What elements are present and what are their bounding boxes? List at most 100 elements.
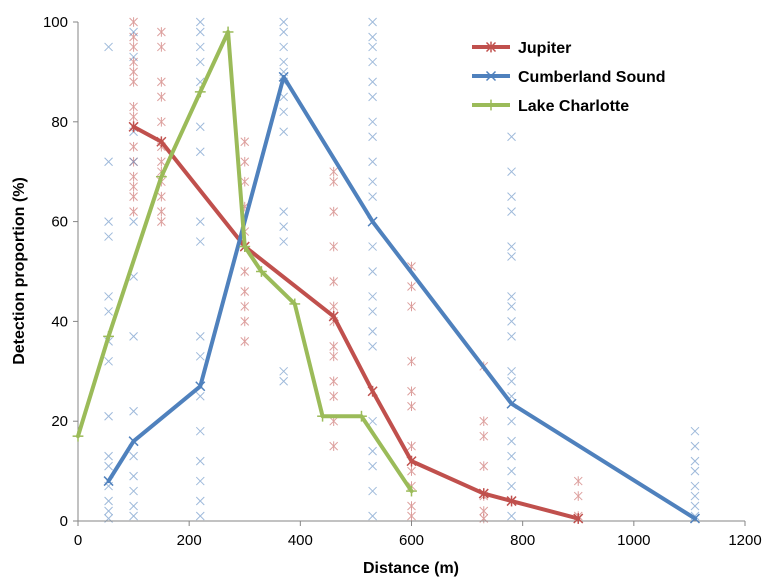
- raw-point: [195, 17, 205, 27]
- data-point: [128, 436, 139, 447]
- data-point: [195, 381, 206, 392]
- raw-point: [240, 301, 250, 312]
- raw-point: [368, 32, 377, 42]
- raw-point: [368, 42, 377, 52]
- y-tick-label: 80: [51, 114, 68, 131]
- ticks: 0 200 400 600 800 1000 1200 0 20 40 60 80 100: [43, 14, 762, 549]
- raw-point: [329, 176, 339, 187]
- raw-point: [129, 17, 138, 27]
- raw-point: [157, 77, 166, 87]
- raw-point: [279, 107, 289, 117]
- raw-point: [507, 332, 516, 341]
- raw-point: [104, 356, 113, 366]
- raw-point: [368, 92, 377, 102]
- raw-point: [690, 426, 700, 436]
- raw-point: [104, 232, 113, 241]
- raw-point: [368, 486, 377, 496]
- raw-point: [129, 112, 138, 122]
- raw-point: [129, 471, 138, 481]
- legend-marker: [485, 41, 497, 53]
- raw-point: [195, 456, 205, 466]
- raw-point: [240, 156, 250, 167]
- data-point: [367, 216, 378, 227]
- raw-point: [279, 366, 289, 376]
- raw-point: [368, 341, 377, 351]
- raw-point: [240, 176, 250, 187]
- raw-point: [368, 177, 377, 187]
- data-point: [573, 513, 584, 524]
- raw-point: [507, 481, 516, 491]
- raw-point: [240, 136, 250, 147]
- raw-point: [104, 496, 113, 506]
- raw-point: [195, 122, 205, 132]
- raw-point: [195, 476, 205, 486]
- raw-point: [129, 102, 138, 112]
- series-line: [76, 29, 414, 494]
- raw-point: [195, 351, 205, 361]
- raw-point: [407, 401, 416, 412]
- raw-point: [507, 252, 516, 261]
- raw-point: [129, 332, 138, 341]
- raw-point: [368, 192, 377, 202]
- raw-point: [507, 207, 516, 216]
- raw-point: [104, 411, 113, 421]
- raw-point: [129, 42, 138, 52]
- raw-point: [157, 27, 166, 37]
- raw-point: [104, 506, 113, 516]
- raw-point: [407, 356, 416, 367]
- data-point: [128, 121, 139, 133]
- data-point: [289, 298, 301, 310]
- raw-point: [329, 391, 339, 402]
- raw-point: [195, 237, 205, 246]
- raw-point: [368, 117, 377, 127]
- raw-point: [195, 57, 205, 67]
- legend-label: Jupiter: [518, 40, 571, 57]
- raw-point: [690, 466, 700, 476]
- data-point: [406, 455, 417, 467]
- raw-point: [407, 466, 416, 476]
- raw-point: [240, 316, 250, 327]
- raw-point: [157, 206, 166, 217]
- raw-point: [368, 157, 377, 167]
- raw-point: [507, 366, 516, 376]
- raw-point: [368, 17, 377, 27]
- raw-point: [368, 416, 377, 426]
- raw-point: [368, 267, 377, 276]
- series-lines: [72, 26, 701, 524]
- x-tick-label: 1200: [728, 532, 761, 549]
- data-point: [222, 26, 234, 38]
- x-tick-label: 0: [74, 532, 82, 549]
- legend: Jupiter Cumberland Sound Lake Charlotte: [472, 40, 666, 115]
- raw-point: [368, 57, 377, 67]
- raw-point: [407, 441, 416, 451]
- raw-point: [104, 451, 113, 461]
- raw-point: [195, 147, 205, 157]
- raw-point: [195, 217, 205, 226]
- raw-point: [407, 301, 416, 312]
- raw-point: [129, 501, 138, 511]
- y-tick-label: 60: [51, 214, 68, 231]
- raw-point: [129, 206, 138, 217]
- raw-point: [368, 461, 377, 471]
- raw-point: [329, 341, 339, 352]
- raw-point: [129, 141, 138, 152]
- raw-point: [279, 127, 289, 137]
- raw-point: [690, 491, 700, 501]
- raw-point: [157, 216, 166, 227]
- raw-point: [157, 117, 166, 127]
- raw-point: [690, 501, 700, 511]
- raw-point: [195, 426, 205, 436]
- raw-point: [240, 336, 250, 347]
- raw-point: [240, 286, 250, 297]
- x-tick-label: 600: [399, 532, 424, 549]
- raw-point: [279, 237, 289, 246]
- x-tick-label: 1000: [617, 532, 650, 549]
- raw-point: [690, 481, 700, 491]
- data-point: [367, 385, 378, 397]
- raw-point: [479, 513, 489, 524]
- raw-point: [129, 67, 138, 77]
- data-point: [239, 241, 251, 252]
- raw-point: [573, 491, 583, 501]
- raw-point: [507, 132, 516, 142]
